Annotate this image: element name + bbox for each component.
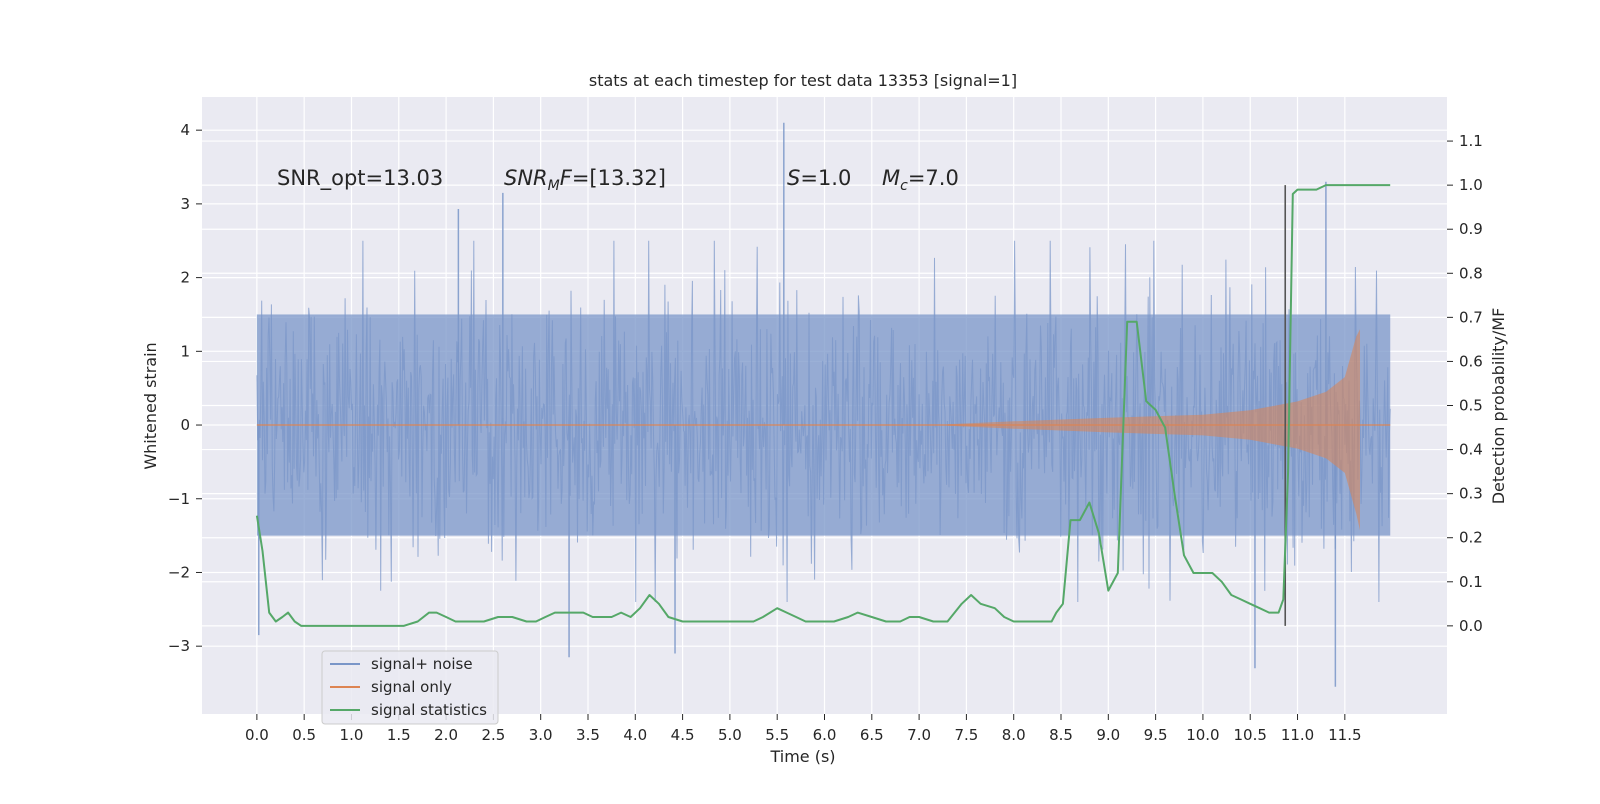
left-y-tick-label: 2 — [180, 269, 190, 287]
legend-label-noise: signal+ noise — [371, 655, 473, 673]
left-y-axis-ticks: 4 3 2 1 0 −1 −2 −3 — [168, 121, 202, 655]
x-tick-label: 4.5 — [671, 726, 695, 744]
x-tick-label: 2.5 — [481, 726, 505, 744]
x-tick-label: 8.0 — [1002, 726, 1026, 744]
x-tick-label: 5.0 — [718, 726, 742, 744]
annotations: SNR_opt=13.03 SNRMF=[13.32] S=1.0 Mc=7.0 — [277, 166, 959, 194]
x-axis-label: Time (s) — [769, 747, 835, 766]
x-tick-label: 6.5 — [860, 726, 884, 744]
mc-value: =7.0 — [908, 166, 959, 190]
right-y-tick-label: 0.5 — [1459, 397, 1483, 415]
x-tick-label: 8.5 — [1049, 726, 1073, 744]
x-tick-label: 11.5 — [1328, 726, 1361, 744]
annotation-s: S=1.0 — [787, 166, 851, 190]
legend-label-signal: signal only — [371, 678, 452, 696]
right-y-tick-label: 0.8 — [1459, 264, 1483, 282]
right-y-tick-label: 1.1 — [1459, 132, 1483, 150]
x-tick-label: 10.5 — [1234, 726, 1267, 744]
s-symbol: S — [787, 166, 800, 190]
right-y-tick-label: 0.1 — [1459, 573, 1483, 591]
right-y-tick-label: 0.9 — [1459, 220, 1483, 238]
legend: signal+ noise signal only signal statist… — [321, 650, 499, 725]
annotation-snr-mf: SNRMF=[13.32] — [504, 166, 666, 194]
annotation-snr-opt: SNR_opt=13.03 — [277, 166, 443, 191]
signal-only-series-layer — [256, 329, 1391, 531]
left-y-tick-label: −2 — [168, 563, 190, 581]
left-y-tick-label: 0 — [180, 416, 190, 434]
left-y-tick-label: −3 — [168, 637, 190, 655]
left-y-tick-label: −1 — [168, 490, 190, 508]
x-tick-label: 0.0 — [245, 726, 269, 744]
statistics-series-layer — [255, 184, 1391, 627]
right-y-tick-label: 0.7 — [1459, 308, 1483, 326]
x-tick-label: 3.5 — [576, 726, 600, 744]
right-y-tick-label: 0.0 — [1459, 617, 1483, 635]
snr-mf-value: =[13.32] — [572, 166, 666, 190]
left-y-tick-label: 1 — [180, 342, 190, 360]
right-y-tick-label: 1.0 — [1459, 176, 1483, 194]
mc-subscript: c — [900, 178, 908, 194]
x-tick-label: 2.0 — [434, 726, 458, 744]
x-tick-label: 1.0 — [340, 726, 364, 744]
right-y-tick-label: 0.2 — [1459, 529, 1483, 547]
x-tick-label: 9.5 — [1144, 726, 1168, 744]
right-y-tick-label: 0.3 — [1459, 485, 1483, 503]
x-tick-label: 7.0 — [907, 726, 931, 744]
x-tick-label: 9.0 — [1096, 726, 1120, 744]
chart-title: stats at each timestep for test data 133… — [589, 71, 1017, 90]
x-tick-label: 6.0 — [813, 726, 837, 744]
snr-mf-symbol: SNR — [504, 166, 548, 190]
snr-mf-subscript: M — [548, 178, 560, 194]
left-y-tick-label: 4 — [180, 121, 190, 139]
snr-mf-tail: F — [560, 166, 573, 190]
x-tick-label: 10.0 — [1186, 726, 1219, 744]
x-tick-label: 7.5 — [954, 726, 978, 744]
left-y-axis-label: Whitened strain — [141, 342, 160, 469]
right-y-axis-ticks: 1.1 1.0 0.9 0.8 0.7 0.6 0.5 0.4 0.3 0.2 0.1 0.0 — [1447, 132, 1483, 635]
statistics-series-line — [255, 184, 1391, 627]
x-axis-ticks: 0.0 0.5 1.0 1.5 2.0 2.5 3.0 3.5 4.0 4.5 5.0 5.5 6.0 6… — [245, 714, 1362, 744]
x-tick-label: 1.5 — [387, 726, 411, 744]
x-tick-label: 0.5 — [292, 726, 316, 744]
legend-box — [321, 650, 499, 725]
s-value: =1.0 — [800, 166, 851, 190]
right-y-tick-label: 0.6 — [1459, 352, 1483, 370]
x-tick-label: 3.0 — [529, 726, 553, 744]
mc-symbol: M — [882, 166, 900, 190]
right-y-axis-label: Detection probability/MF — [1489, 308, 1508, 505]
legend-label-statistics: signal statistics — [371, 701, 487, 719]
signal-chirp-envelope — [947, 329, 1360, 531]
left-y-tick-label: 3 — [180, 195, 190, 213]
annotation-mc: Mc=7.0 — [882, 166, 959, 194]
x-tick-label: 11.0 — [1281, 726, 1314, 744]
x-tick-label: 5.5 — [765, 726, 789, 744]
x-tick-label: 4.0 — [623, 726, 647, 744]
right-y-tick-label: 0.4 — [1459, 441, 1483, 459]
